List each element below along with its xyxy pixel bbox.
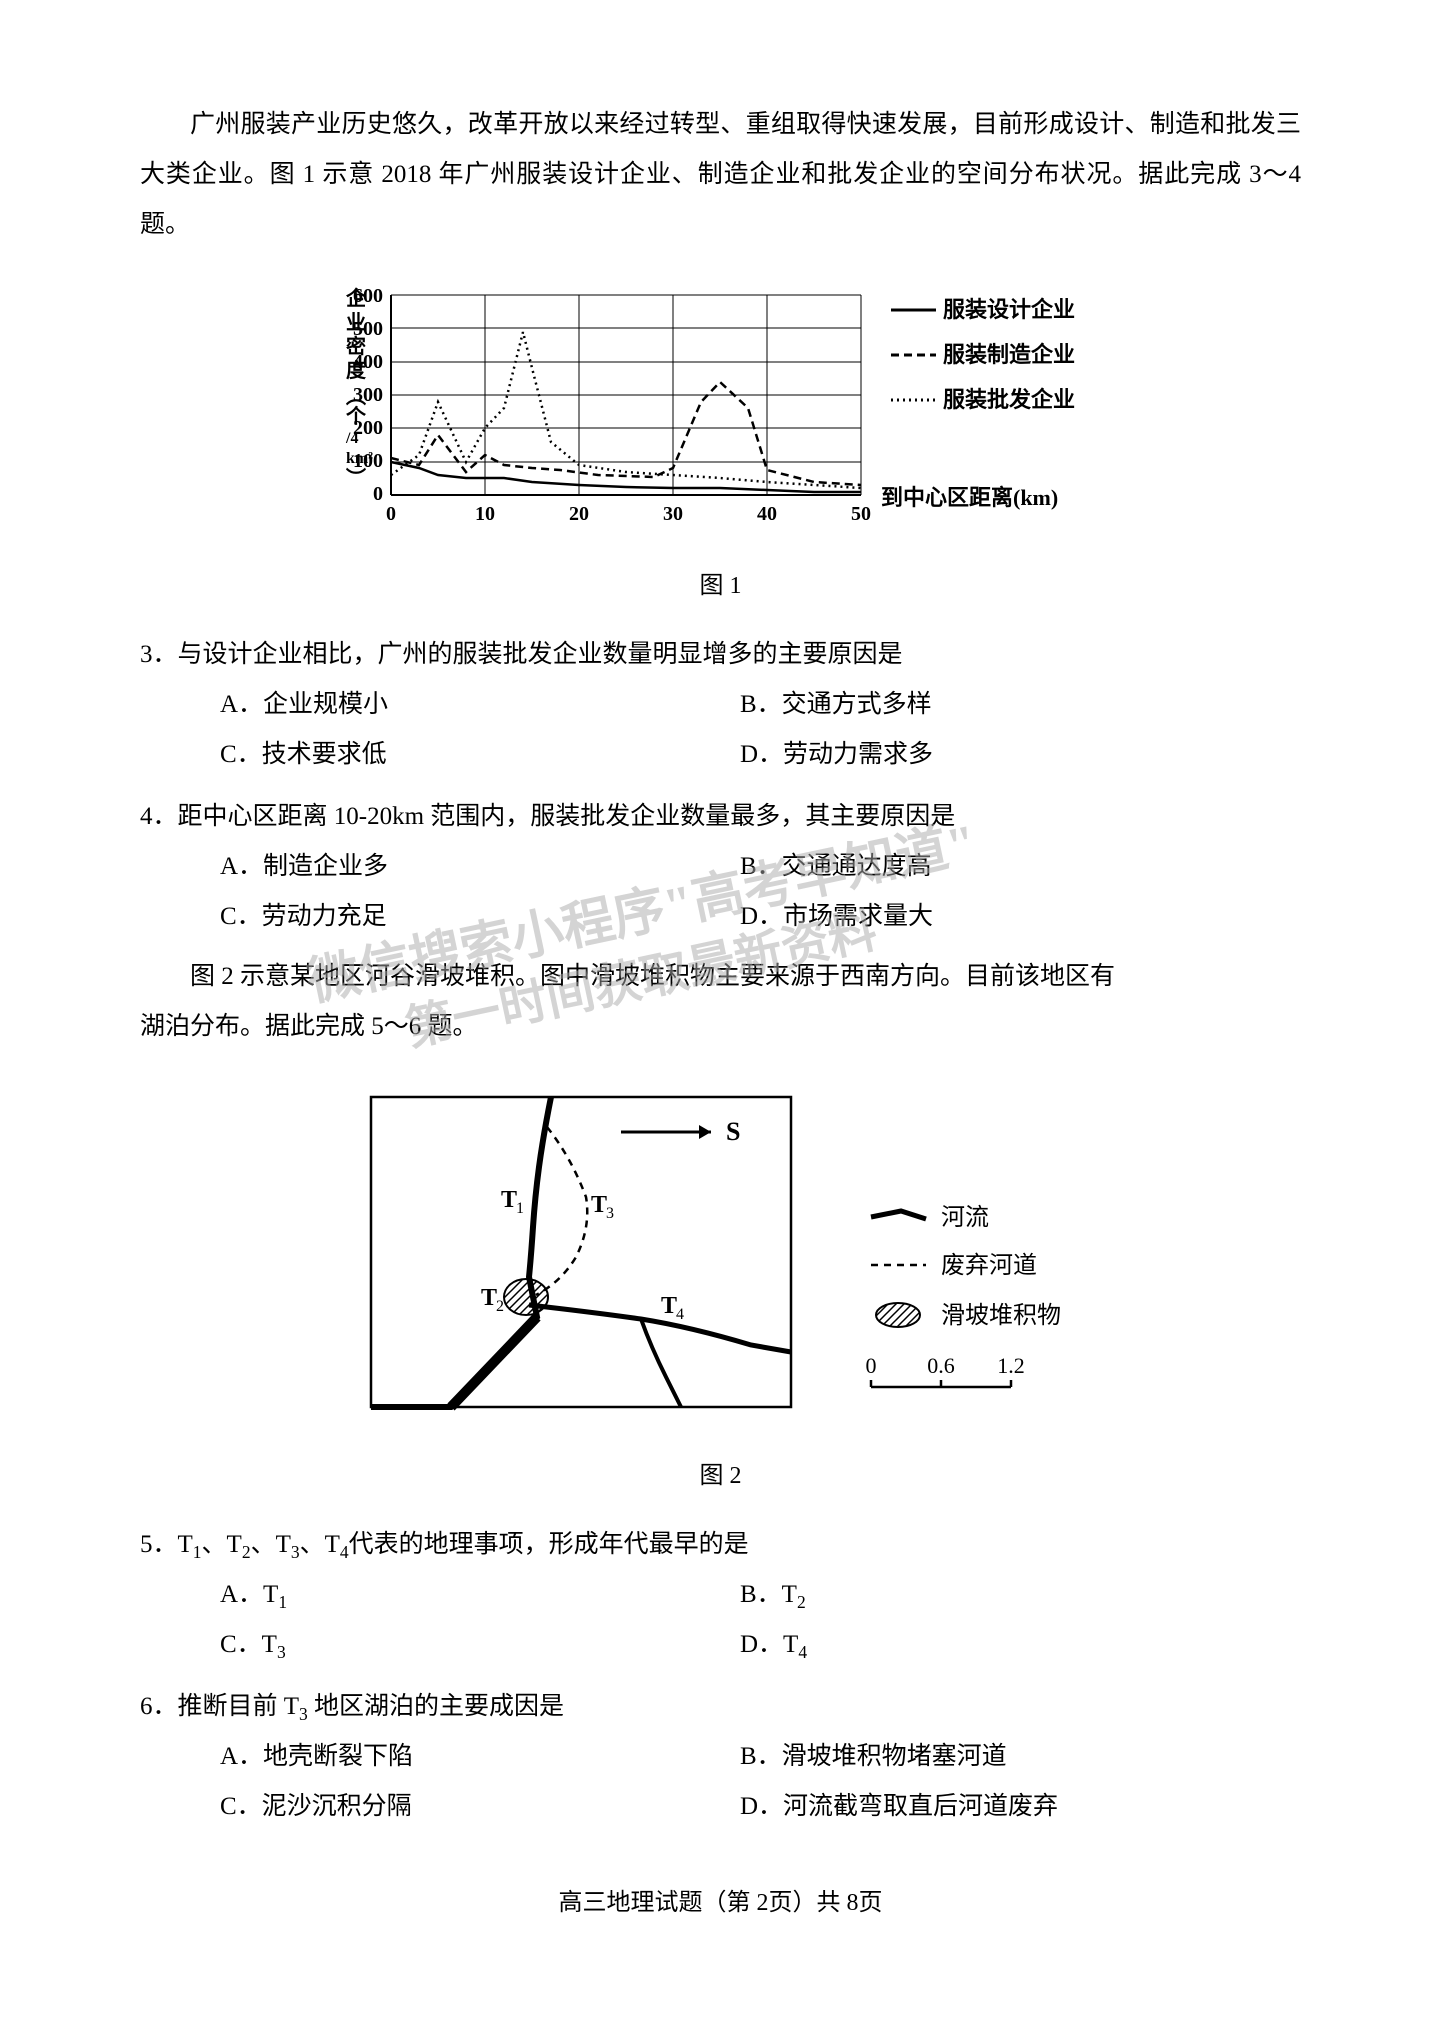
svg-text:S: S <box>726 1117 740 1146</box>
svg-text:0: 0 <box>386 503 396 525</box>
map-2-caption: 图 2 <box>140 1455 1301 1490</box>
svg-text:到中心区距离(km): 到中心区距离(km) <box>881 485 1058 510</box>
q6-options-row2: C．泥沙沉积分隔 D．河流截弯取直后河道废弃 <box>220 1782 1301 1832</box>
svg-text:滑坡堆积物: 滑坡堆积物 <box>941 1302 1061 1329</box>
svg-text:0: 0 <box>865 1353 876 1378</box>
page-footer: 高三地理试题（第 2页）共 8页 <box>140 1882 1301 1917</box>
svg-text:500: 500 <box>353 318 383 340</box>
q4-opt-a: A．制造企业多 <box>220 842 740 892</box>
svg-text:1.2: 1.2 <box>997 1353 1025 1378</box>
chart-1-caption: 图 1 <box>140 565 1301 600</box>
passage-2-line2: 湖泊分布。据此完成 5～6 题。 <box>140 1002 1301 1052</box>
q4-stem: 4．距中心区距离 10-20km 范围内，服装批发企业数量最多，其主要原因是 <box>140 792 1301 842</box>
q3-opt-b: B．交通方式多样 <box>740 680 1301 730</box>
q6-opt-d: D．河流截弯取直后河道废弃 <box>740 1782 1301 1832</box>
svg-text:服装设计企业: 服装设计企业 <box>943 297 1075 322</box>
q6-opt-c: C．泥沙沉积分隔 <box>220 1782 740 1832</box>
svg-text:0: 0 <box>373 483 383 505</box>
svg-text:T: T <box>591 1192 607 1218</box>
map-2-svg: S T1 T2 T3 T4 河流 <box>311 1067 1131 1447</box>
q5-options-row2: C．T3 D．T4 <box>220 1620 1301 1670</box>
q5-stem: 5．T1、T2、T3、T4代表的地理事项，形成年代最早的是 <box>140 1520 1301 1570</box>
q4-opt-d: D．市场需求量大 <box>740 892 1301 942</box>
svg-text:4: 4 <box>676 1306 684 1323</box>
q5-opt-d: D．T4 <box>740 1620 1301 1670</box>
q5-opt-a: A．T1 <box>220 1570 740 1620</box>
q5-opt-c: C．T3 <box>220 1620 740 1670</box>
svg-text:废弃河道: 废弃河道 <box>941 1252 1037 1279</box>
svg-text:30: 30 <box>663 503 683 525</box>
q3-options-row2: C．技术要求低 D．劳动力需求多 <box>220 730 1301 780</box>
svg-text:600: 600 <box>353 285 383 307</box>
q6-opt-a: A．地壳断裂下陷 <box>220 1732 740 1782</box>
svg-text:10: 10 <box>475 503 495 525</box>
svg-text:T: T <box>501 1187 517 1213</box>
q3-opt-c: C．技术要求低 <box>220 730 740 780</box>
q4-opt-b: B．交通通达度高 <box>740 842 1301 892</box>
q3-opt-d: D．劳动力需求多 <box>740 730 1301 780</box>
q4-opt-c: C．劳动力充足 <box>220 892 740 942</box>
q4-options-row1: A．制造企业多 B．交通通达度高 <box>220 842 1301 892</box>
svg-text:2: 2 <box>496 1298 504 1315</box>
svg-text:40: 40 <box>757 503 777 525</box>
svg-text:服装批发企业: 服装批发企业 <box>943 387 1075 412</box>
chart-1-svg: 企 业 密 度 ︵ 个 /4 km² ︶ 600 <box>321 275 1121 555</box>
svg-text:100: 100 <box>353 450 383 472</box>
svg-text:T: T <box>481 1285 497 1311</box>
intro-paragraph: 广州服装产业历史悠久，改革开放以来经过转型、重组取得快速发展，目前形成设计、制造… <box>140 100 1301 250</box>
svg-text:T: T <box>661 1293 677 1319</box>
svg-text:200: 200 <box>353 417 383 439</box>
q3-options-row1: A．企业规模小 B．交通方式多样 <box>220 680 1301 730</box>
q3-opt-a: A．企业规模小 <box>220 680 740 730</box>
q6-opt-b: B．滑坡堆积物堵塞河道 <box>740 1732 1301 1782</box>
svg-text:20: 20 <box>569 503 589 525</box>
svg-text:3: 3 <box>606 1205 614 1222</box>
svg-text:1: 1 <box>516 1200 524 1217</box>
svg-text:河流: 河流 <box>941 1204 989 1231</box>
passage-2-line1: 图 2 示意某地区河谷滑坡堆积。图中滑坡堆积物主要来源于西南方向。目前该地区有 <box>140 952 1301 1002</box>
q5-options-row1: A．T1 B．T2 <box>220 1570 1301 1620</box>
svg-text:400: 400 <box>353 351 383 373</box>
svg-text:服装制造企业: 服装制造企业 <box>943 342 1075 367</box>
q3-stem: 3．与设计企业相比，广州的服装批发企业数量明显增多的主要原因是 <box>140 630 1301 680</box>
chart-1-container: 企 业 密 度 ︵ 个 /4 km² ︶ 600 <box>140 275 1301 555</box>
svg-text:50: 50 <box>851 503 871 525</box>
q6-options-row1: A．地壳断裂下陷 B．滑坡堆积物堵塞河道 <box>220 1732 1301 1782</box>
q5-opt-b: B．T2 <box>740 1570 1301 1620</box>
map-2-container: S T1 T2 T3 T4 河流 <box>140 1067 1301 1447</box>
q4-options-row2: C．劳动力充足 D．市场需求量大 <box>220 892 1301 942</box>
svg-text:0.6: 0.6 <box>927 1353 955 1378</box>
svg-text:300: 300 <box>353 384 383 406</box>
q6-stem: 6．推断目前 T3 地区湖泊的主要成因是 <box>140 1682 1301 1732</box>
